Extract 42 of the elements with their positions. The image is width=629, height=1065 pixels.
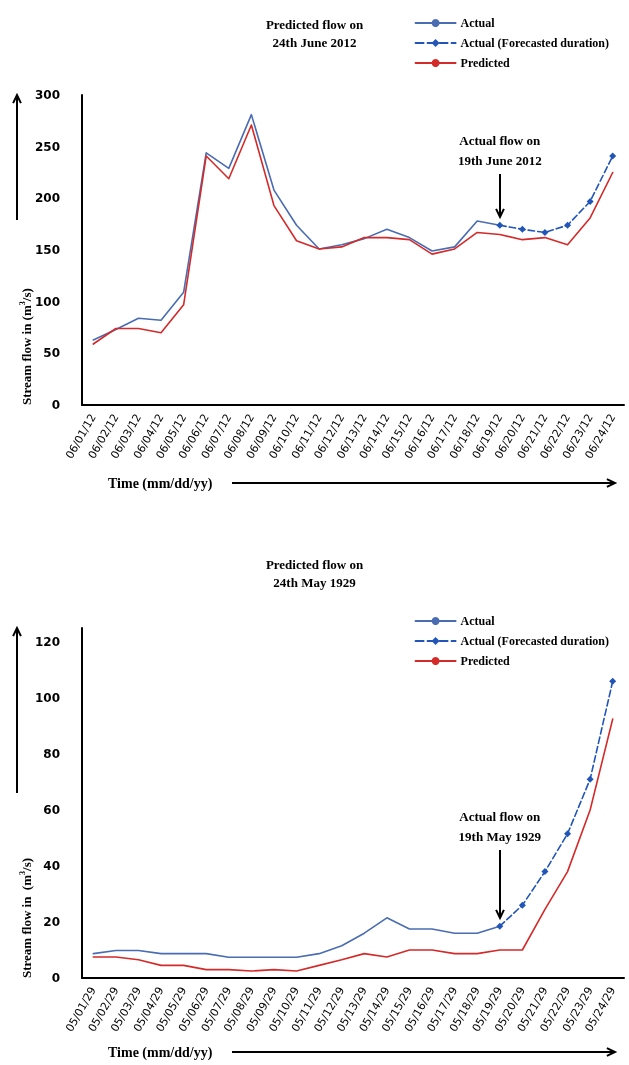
point bbox=[496, 922, 504, 930]
point bbox=[518, 901, 526, 909]
y-tick-label: 0 bbox=[51, 971, 60, 985]
point bbox=[609, 152, 617, 160]
x-axis-title: Time (mm/dd/yy) bbox=[108, 1044, 213, 1061]
y-tick-label: 250 bbox=[34, 139, 60, 154]
line-series bbox=[92, 718, 614, 972]
point bbox=[496, 221, 504, 229]
point bbox=[564, 221, 572, 229]
y-tick-label: 0 bbox=[51, 398, 60, 412]
legend-label: Actual (Forecasted duration) bbox=[460, 36, 610, 50]
y-tick-label: 60 bbox=[43, 803, 60, 817]
y-tick-label: 120 bbox=[34, 635, 60, 649]
y-axis-title: Stream flow in (m3/s) bbox=[17, 857, 34, 978]
line-series bbox=[92, 124, 614, 345]
point bbox=[518, 225, 526, 233]
point bbox=[609, 677, 617, 685]
y-axis-title: Stream flow in (m3/s) bbox=[17, 288, 34, 405]
x-axis-title: Time (mm/dd/yy) bbox=[108, 475, 213, 492]
legend-label: Actual bbox=[460, 614, 496, 628]
chart-title: Predicted flow on 24th May 1929 bbox=[265, 556, 364, 590]
y-tick-label: 100 bbox=[34, 691, 60, 705]
y-tick-label: 200 bbox=[34, 191, 60, 206]
y-tick-label: 80 bbox=[43, 747, 60, 761]
point bbox=[586, 197, 594, 205]
point bbox=[541, 868, 549, 876]
y-tick-label: 300 bbox=[34, 88, 60, 102]
point bbox=[564, 830, 572, 838]
annotation: Actual flow on 19th June 2012 bbox=[457, 132, 542, 168]
y-tick-label: 100 bbox=[34, 294, 60, 309]
legend-label: Predicted bbox=[460, 654, 510, 668]
legend-label: Actual bbox=[460, 16, 496, 30]
chart-title: Predicted flow on 24th June 2012 bbox=[265, 16, 364, 50]
point bbox=[586, 775, 594, 783]
y-tick-label: 40 bbox=[43, 859, 60, 873]
annotation: Actual flow on 19th May 1929 bbox=[458, 808, 542, 844]
y-tick-label: 20 bbox=[43, 915, 60, 929]
y-tick-label: 150 bbox=[34, 243, 60, 257]
legend-label: Predicted bbox=[460, 56, 510, 70]
legend-label: Actual (Forecasted duration) bbox=[460, 634, 610, 648]
point bbox=[541, 228, 549, 236]
y-tick-label: 50 bbox=[43, 346, 60, 361]
